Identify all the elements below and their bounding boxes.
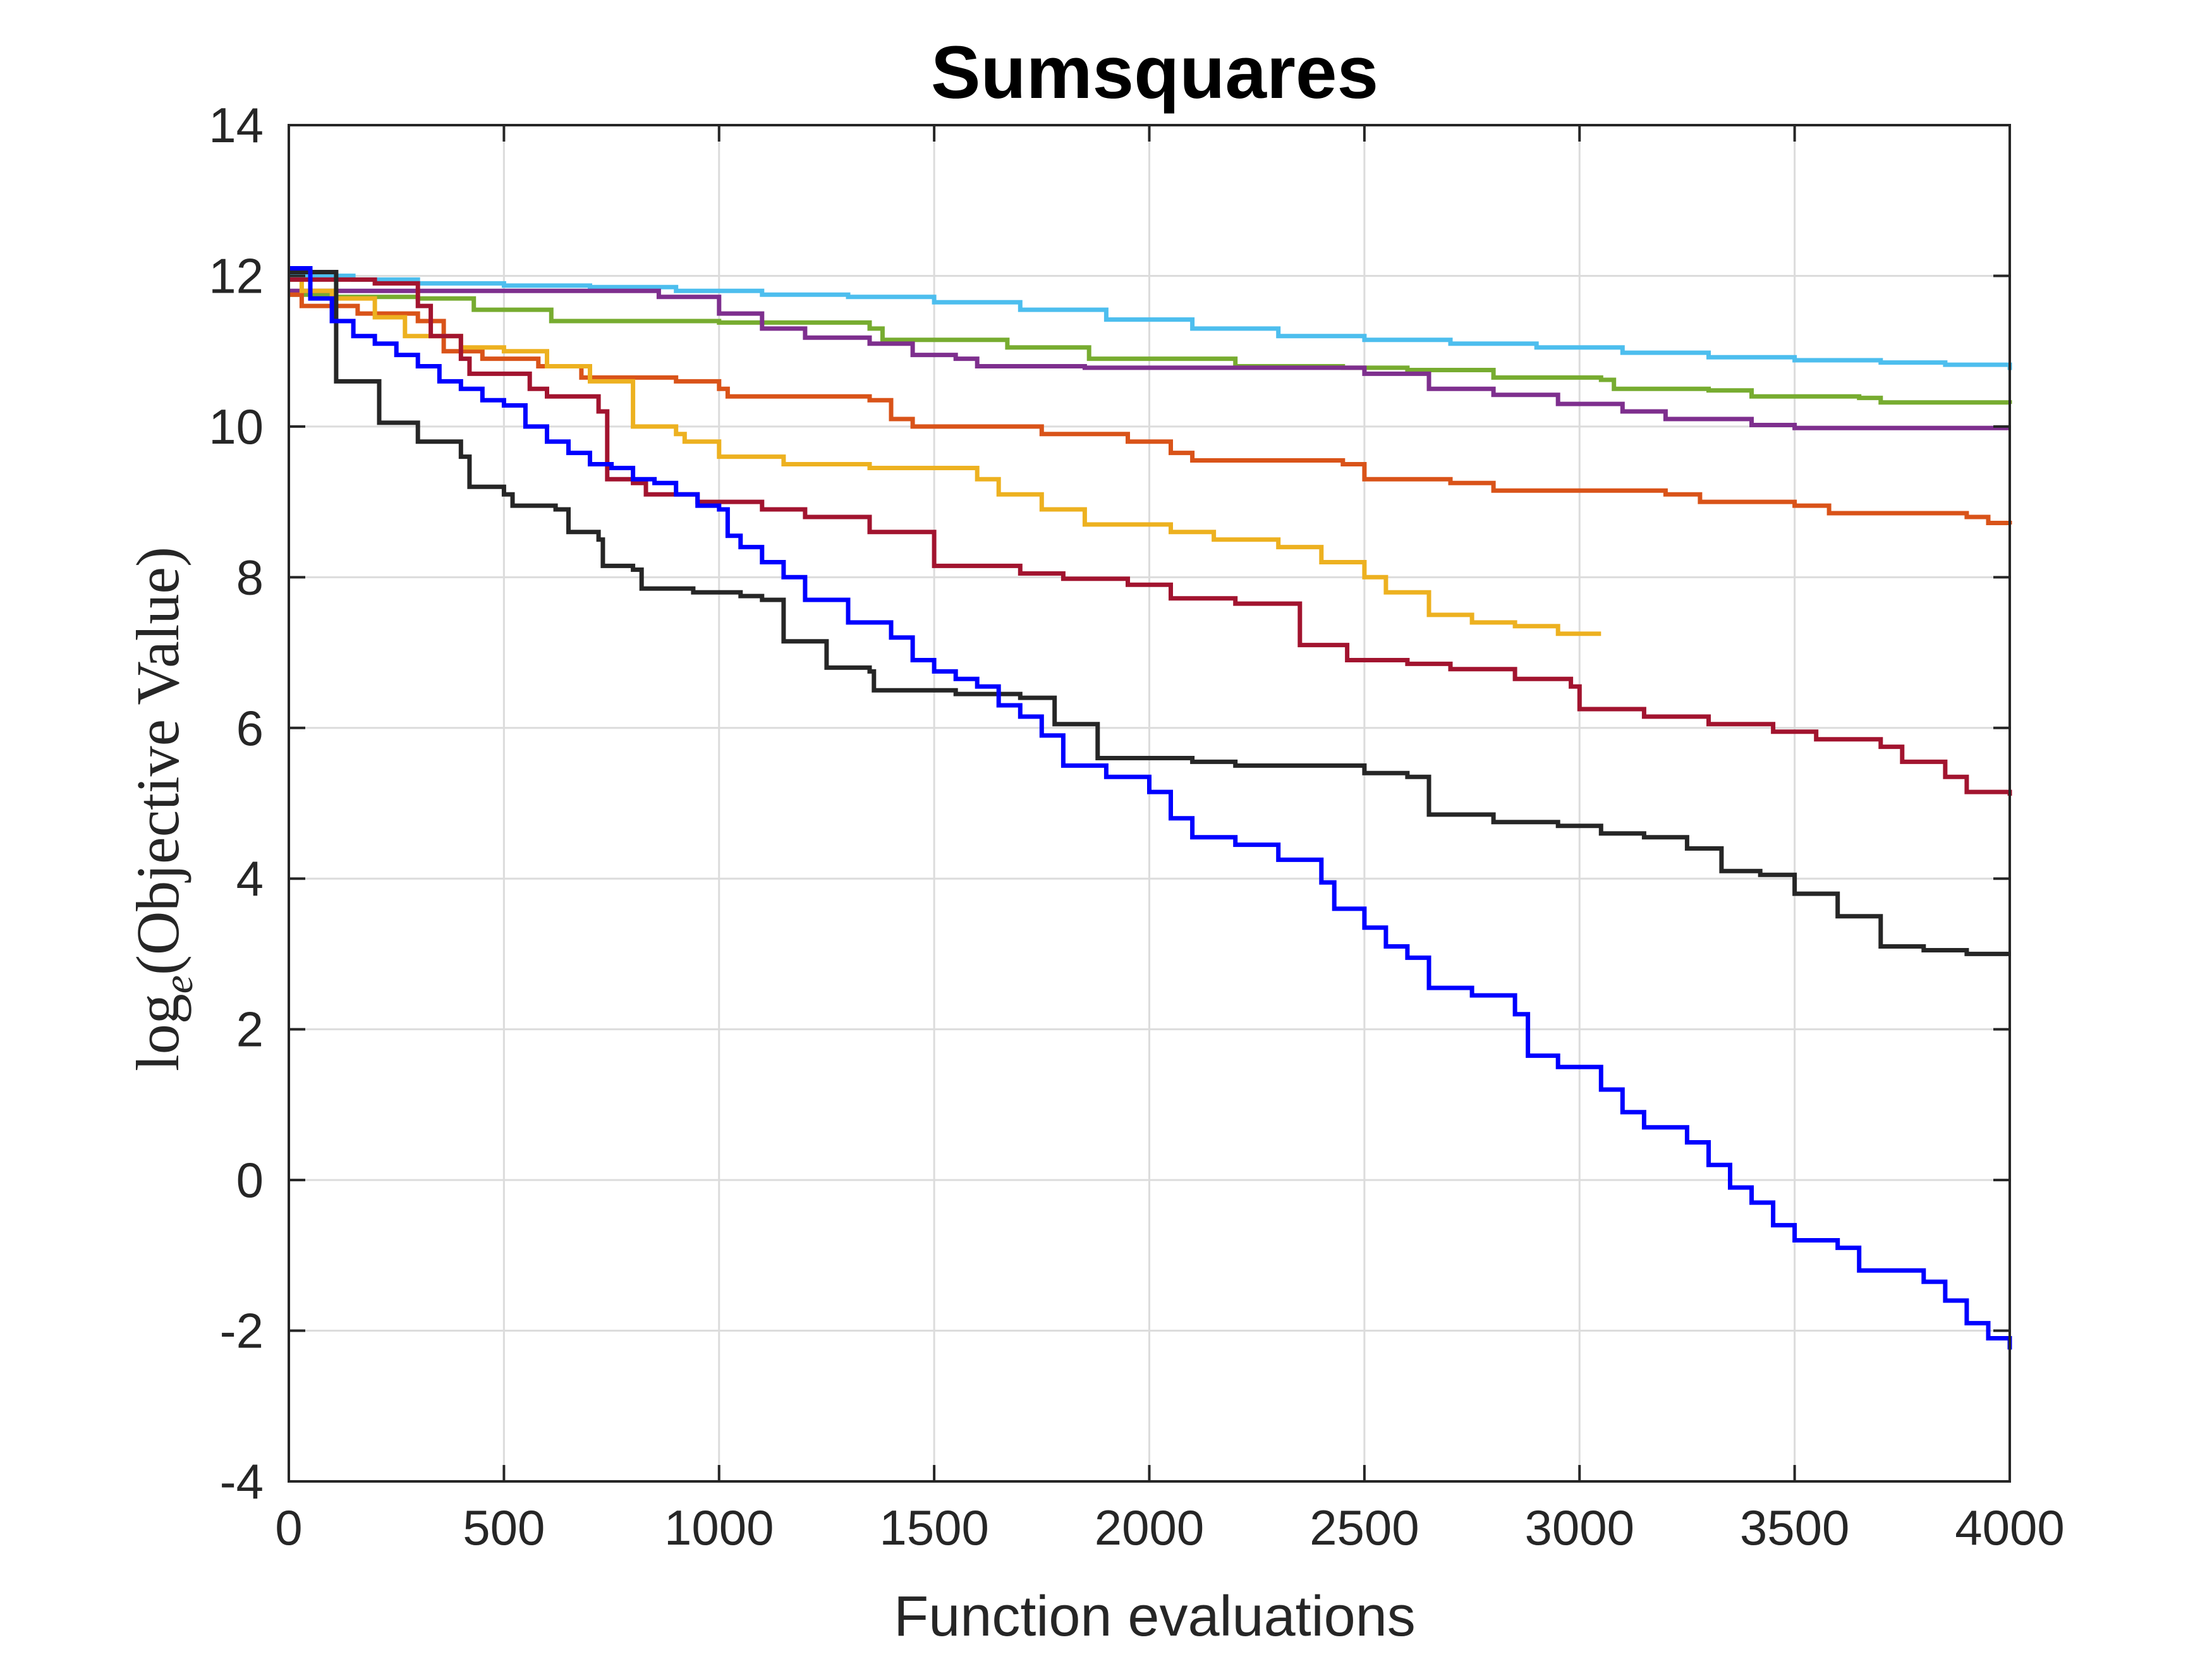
series-line-3	[289, 288, 2010, 430]
y-tick-labels: -4 -2 0 2 4 6 8 10 12 14	[209, 97, 264, 1509]
series-line-4	[289, 292, 2012, 525]
series-line-6	[289, 277, 2012, 796]
chart-title: Sumsquares	[931, 31, 1378, 114]
y-tick-label: 4	[236, 851, 264, 906]
grid	[288, 124, 2011, 1483]
x-axis-label: Function evaluations	[894, 1585, 1416, 1648]
series-line-1	[289, 273, 2012, 370]
y-axis-label-subscript: e	[155, 975, 202, 994]
x-tick-label: 3000	[1524, 1500, 1634, 1555]
x-tick-label: 500	[463, 1500, 545, 1555]
x-tick-label: 2500	[1310, 1500, 1419, 1555]
y-tick-label: 2	[236, 1002, 264, 1057]
y-tick-label: 14	[209, 97, 264, 153]
y-tick-label: 12	[209, 248, 264, 303]
y-tick-label: 6	[236, 700, 264, 756]
y-axis-label-text: (Objective Value)	[124, 547, 191, 975]
y-tick-label: -4	[220, 1454, 264, 1509]
axes	[288, 124, 2011, 1483]
x-tick-label: 0	[275, 1500, 302, 1555]
x-tick-label: 4000	[1955, 1500, 2065, 1555]
y-axis-label: loge(Objective Value)	[124, 547, 202, 1071]
y-tick-label: 10	[209, 399, 264, 454]
y-tick-label: 8	[236, 549, 264, 605]
y-tick-label: -2	[220, 1303, 264, 1359]
x-tick-label: 1500	[879, 1500, 989, 1555]
y-tick-label: 0	[236, 1152, 264, 1208]
series-line-8	[289, 266, 2012, 1350]
x-tick-label: 1000	[664, 1500, 774, 1555]
series-group	[289, 266, 2012, 1350]
x-tick-label: 3500	[1740, 1500, 1850, 1555]
series-line-2	[289, 292, 2012, 405]
x-tick-label: 2000	[1095, 1500, 1205, 1555]
x-tick-labels: 0 500 1000 1500 2000 2500 3000 3500 4000	[275, 1500, 2064, 1555]
y-axis-label-log: log	[124, 994, 191, 1071]
series-line-7	[289, 270, 2010, 956]
